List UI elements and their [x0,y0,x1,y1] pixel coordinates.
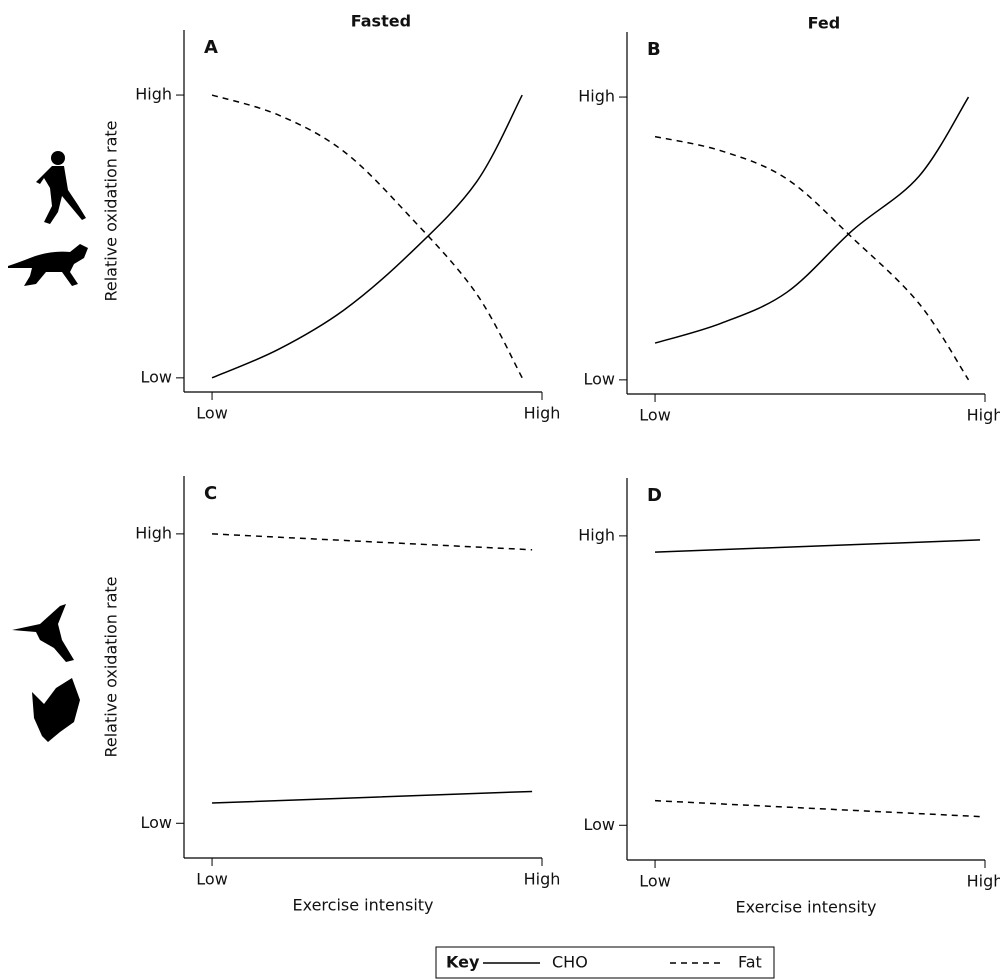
x-tick-label: Low [639,406,671,425]
legend-entry: Fat [738,953,762,972]
x-axis-label: Exercise intensity [292,896,433,915]
panel-label: C [204,483,217,504]
y-tick-label: High [135,85,172,104]
x-tick-label: High [967,872,1000,891]
bat-silhouette [32,678,80,742]
x-tick-label: Low [196,870,228,889]
y-axis-label: Relative oxidation rate [102,120,121,301]
legend-title: Key [446,953,480,972]
y-tick-label: High [135,523,172,542]
data-line [655,539,981,553]
x-tick-label: Low [196,404,228,423]
x-tick-label: High [967,406,1000,425]
x-axis-label: Exercise intensity [735,898,876,917]
data-line [212,790,533,804]
data-line [211,94,523,379]
legend: Key CHO Fat [435,946,775,979]
data-line [212,533,533,551]
y-tick-label: High [578,525,615,544]
data-line [654,135,970,381]
panel-label: B [647,39,661,60]
runner-silhouette [36,151,86,224]
x-tick-label: High [524,870,561,889]
legend-entry: CHO [552,953,588,972]
column-title: Fasted [351,12,411,31]
x-tick-label: Low [639,872,671,891]
data-line [211,94,523,379]
column-title: Fed [808,14,841,33]
dog-silhouette [8,244,88,286]
y-tick-label: Low [140,367,172,386]
y-tick-label: High [578,87,615,106]
panel-label: A [204,37,218,58]
y-axis-label: Relative oxidation rate [102,576,121,757]
data-line [654,96,970,344]
y-tick-label: Low [583,369,615,388]
x-tick-label: High [524,404,561,423]
y-tick-label: Low [140,813,172,832]
y-tick-label: Low [583,815,615,834]
panel-label: D [647,485,662,506]
data-line [655,799,981,818]
hummingbird-silhouette [12,604,74,662]
